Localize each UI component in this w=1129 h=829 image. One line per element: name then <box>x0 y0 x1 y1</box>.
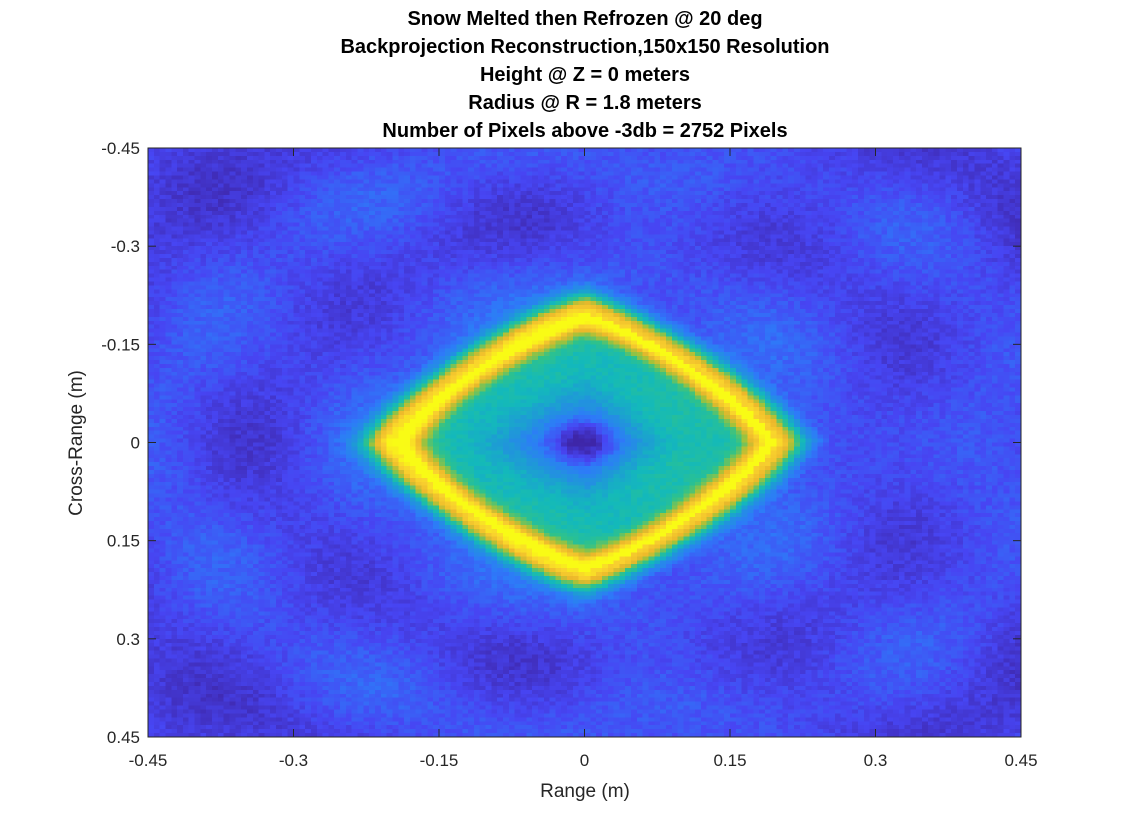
x-axis-label: Range (m) <box>540 781 630 802</box>
title-line-1: Snow Melted then Refrozen @ 20 deg <box>407 8 762 30</box>
y-tick-label: 0.15 <box>107 532 140 551</box>
y-tick-label: -0.3 <box>111 237 140 256</box>
y-tick-label: 0.3 <box>116 630 140 649</box>
y-tick-label: -0.15 <box>101 335 140 354</box>
y-tick-label: -0.45 <box>101 139 140 158</box>
title-line-2: Backprojection Reconstruction,150x150 Re… <box>340 36 829 58</box>
x-tick-label: 0.45 <box>1004 751 1037 770</box>
y-tick-label: 0 <box>131 434 140 453</box>
title-line-3: Height @ Z = 0 meters <box>480 64 690 86</box>
x-axis: -0.45 -0.3 -0.15 0 0.15 0.3 0.45 <box>129 148 1038 770</box>
x-tick-label: -0.3 <box>279 751 308 770</box>
x-tick-label: -0.45 <box>129 751 168 770</box>
y-tick-label: 0.45 <box>107 728 140 747</box>
chart-title: Snow Melted then Refrozen @ 20 deg Backp… <box>340 8 829 142</box>
title-line-4: Radius @ R = 1.8 meters <box>468 92 702 114</box>
x-tick-label: 0 <box>580 751 589 770</box>
x-tick-label: -0.15 <box>420 751 459 770</box>
x-tick-label: 0.15 <box>713 751 746 770</box>
heatmap-plot-area <box>148 148 1021 737</box>
y-axis: -0.45 -0.3 -0.15 0 0.15 0.3 0.45 <box>101 139 1021 747</box>
title-line-5: Number of Pixels above -3db = 2752 Pixel… <box>382 120 787 142</box>
heatmap-image <box>148 148 1021 737</box>
y-axis-label: Cross-Range (m) <box>66 370 87 516</box>
x-tick-label: 0.3 <box>864 751 888 770</box>
